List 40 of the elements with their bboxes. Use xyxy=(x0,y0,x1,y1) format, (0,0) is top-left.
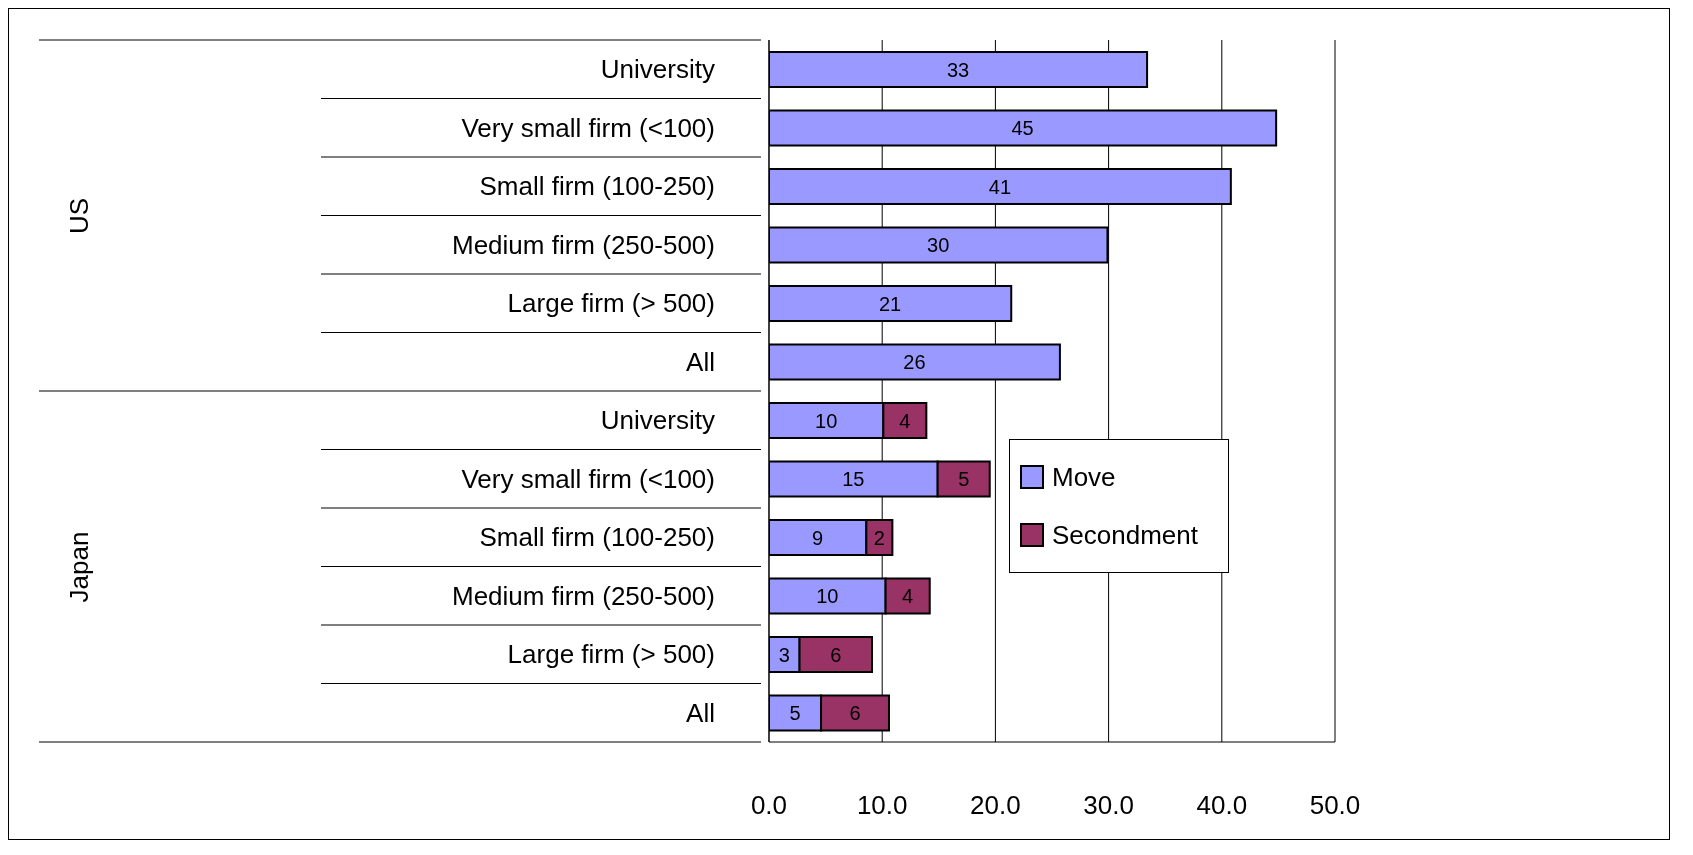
data-label: 4 xyxy=(899,409,911,432)
y-tick-label: Small firm (100-250) xyxy=(479,171,715,202)
text: Japan xyxy=(63,531,95,602)
legend-label: Secondment xyxy=(1051,519,1198,552)
y-tick-label: All xyxy=(686,346,715,377)
y-tick-label: Very small firm (<100) xyxy=(461,463,715,494)
data-label: 3 xyxy=(778,643,790,666)
data-label: 10 xyxy=(815,409,838,432)
y-tick-label: Small firm (100-250) xyxy=(479,522,715,553)
data-label: 5 xyxy=(789,702,801,725)
data-label: 6 xyxy=(830,643,842,666)
data-label: 4 xyxy=(902,585,914,608)
y-tick-label: University xyxy=(600,54,715,85)
x-tick-label: 50.0 xyxy=(1309,790,1361,820)
text: US xyxy=(63,197,95,234)
x-tick-label: 30.0 xyxy=(1083,790,1134,820)
data-label: 15 xyxy=(842,468,865,491)
y-tick-label: Large firm (> 500) xyxy=(507,288,715,319)
x-tick-label: 0.0 xyxy=(750,790,788,820)
data-label: 33 xyxy=(946,58,970,81)
x-tick-label: 40.0 xyxy=(1196,790,1248,820)
data-label: 30 xyxy=(927,234,950,257)
data-label: 5 xyxy=(958,468,970,491)
y-tick-label: Large firm (> 500) xyxy=(507,639,715,670)
y-tick-label: University xyxy=(600,405,715,436)
data-label: 26 xyxy=(903,351,926,374)
y-tick-label: Medium firm (250-500) xyxy=(452,229,715,260)
data-label: 9 xyxy=(812,526,824,549)
x-tick-label: 10.0 xyxy=(856,790,908,820)
data-label: 21 xyxy=(878,292,902,315)
data-label: 10 xyxy=(816,585,839,608)
data-label: 6 xyxy=(849,702,861,725)
y-tick-label: Medium firm (250-500) xyxy=(452,580,715,611)
data-label: 2 xyxy=(873,526,885,549)
y-tick-label: Very small firm (<100) xyxy=(461,112,715,143)
data-label: 41 xyxy=(988,175,1012,198)
legend-label: Move xyxy=(1051,461,1117,494)
y-tick-label: All xyxy=(686,697,715,728)
data-label: 45 xyxy=(1011,117,1034,140)
x-tick-label: 20.0 xyxy=(970,790,1021,820)
